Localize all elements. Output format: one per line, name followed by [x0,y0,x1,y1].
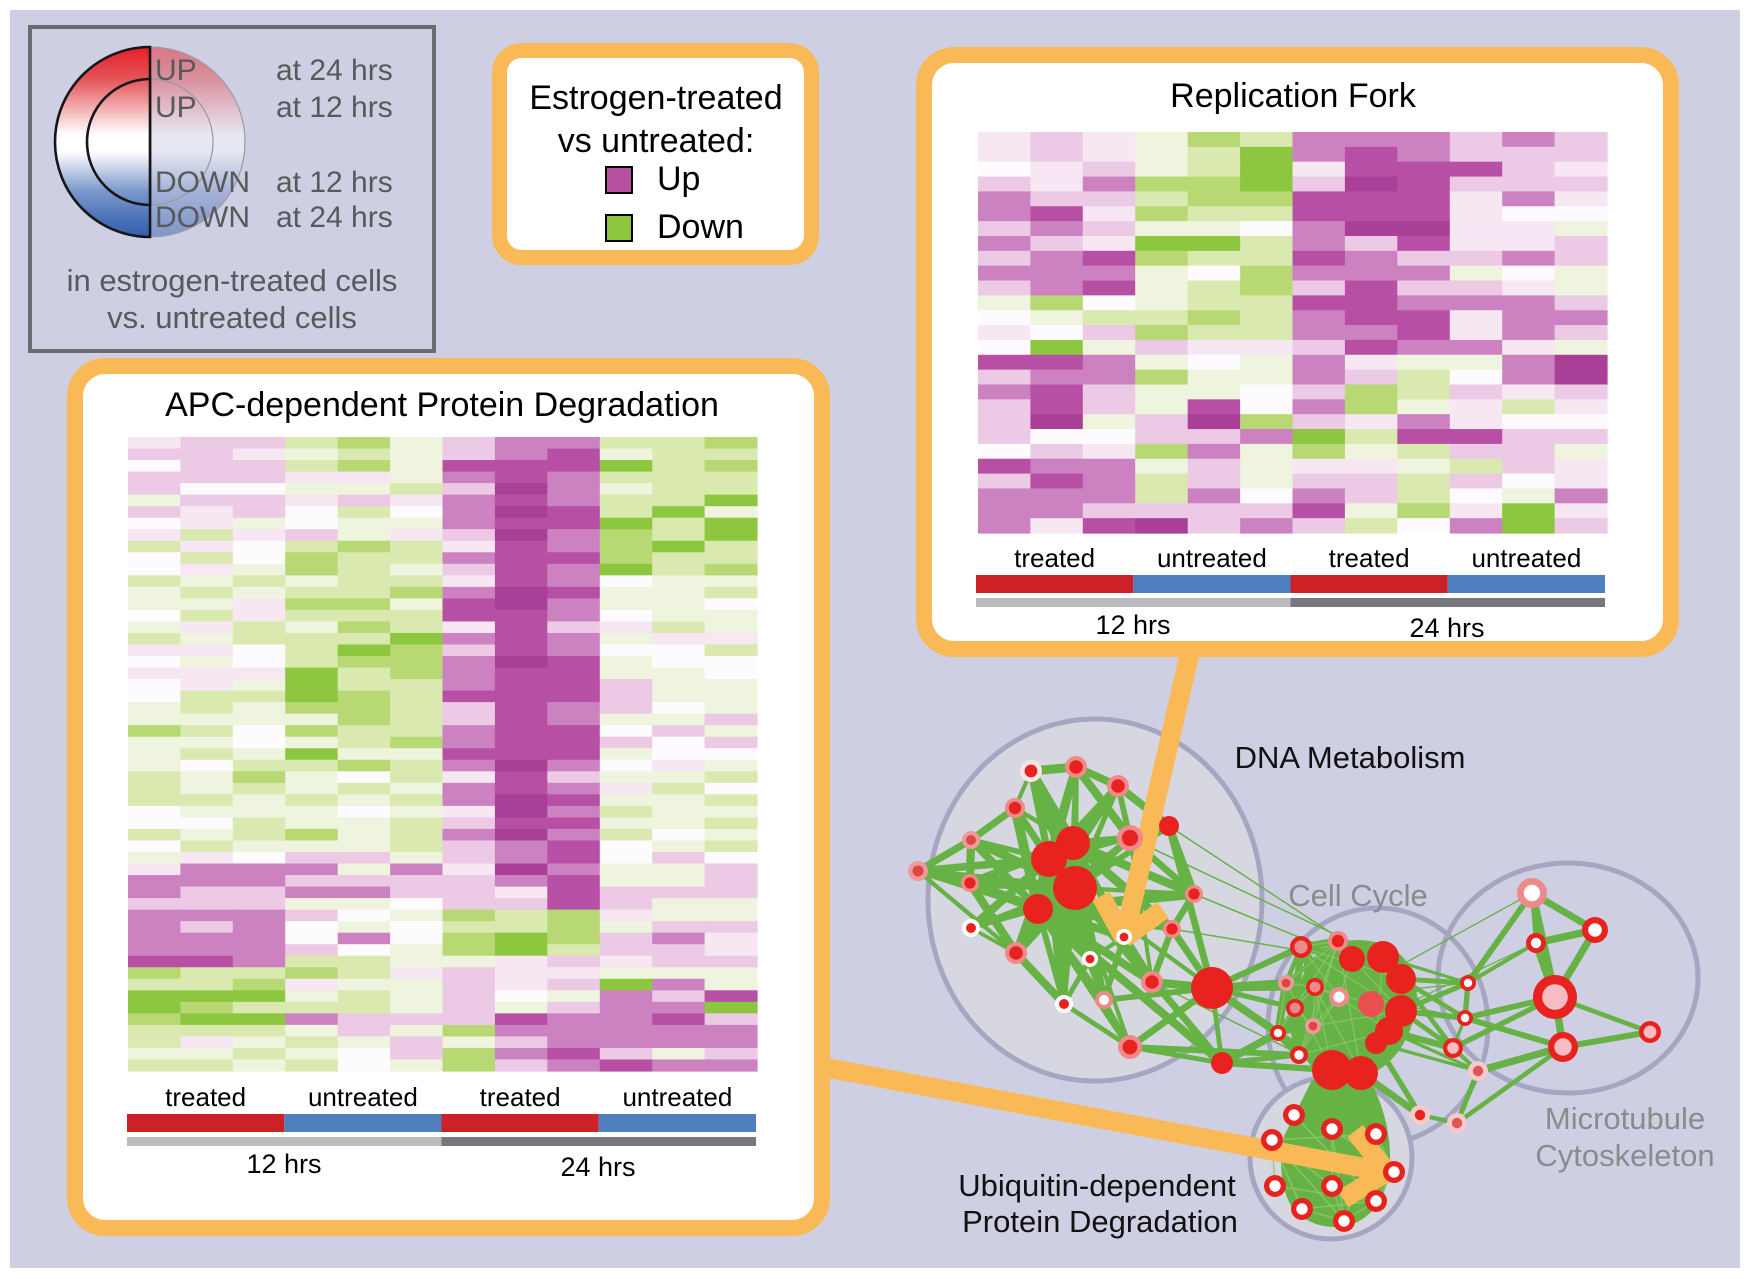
svg-text:12 hrs: 12 hrs [1095,610,1170,640]
svg-text:UP: UP [155,54,197,87]
svg-text:Protein Degradation: Protein Degradation [962,1204,1238,1239]
svg-text:24 hrs: 24 hrs [1409,613,1484,643]
svg-text:UP: UP [155,91,197,124]
svg-text:treated: treated [1014,543,1095,573]
svg-text:Microtubule: Microtubule [1545,1101,1705,1136]
svg-text:at 12 hrs: at 12 hrs [276,166,393,199]
svg-text:at 24 hrs: at 24 hrs [276,54,393,87]
svg-text:Ubiquitin-dependent: Ubiquitin-dependent [958,1168,1236,1203]
svg-text:Up: Up [657,160,700,198]
svg-text:untreated: untreated [1157,543,1267,573]
svg-text:at 24 hrs: at 24 hrs [276,201,393,234]
svg-text:Replication Fork: Replication Fork [1170,77,1417,115]
svg-text:DNA Metabolism: DNA Metabolism [1235,740,1466,775]
svg-text:in estrogen-treated cells: in estrogen-treated cells [67,263,398,298]
svg-text:treated: treated [480,1082,561,1112]
svg-text:treated: treated [1329,543,1410,573]
svg-text:vs. untreated cells: vs. untreated cells [107,300,357,335]
svg-text:untreated: untreated [622,1082,732,1112]
svg-text:DOWN: DOWN [155,166,250,199]
svg-text:untreated: untreated [308,1082,418,1112]
svg-text:vs untreated:: vs untreated: [558,122,755,160]
svg-text:Estrogen-treated: Estrogen-treated [529,79,782,117]
svg-text:Cell Cycle: Cell Cycle [1288,878,1428,913]
svg-text:Down: Down [657,208,744,246]
svg-text:12 hrs: 12 hrs [246,1149,321,1179]
svg-text:Cytoskeleton: Cytoskeleton [1535,1138,1714,1173]
svg-text:untreated: untreated [1471,543,1581,573]
svg-text:DOWN: DOWN [155,201,250,234]
svg-text:treated: treated [165,1082,246,1112]
svg-text:at 12 hrs: at 12 hrs [276,91,393,124]
svg-text:24 hrs: 24 hrs [560,1152,635,1182]
svg-text:APC-dependent Protein Degradat: APC-dependent Protein Degradation [165,386,719,424]
